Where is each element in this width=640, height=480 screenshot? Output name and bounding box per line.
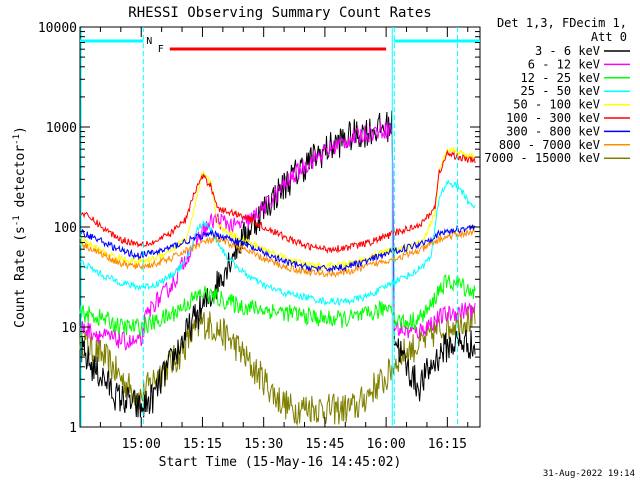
series-line-300-800-kev	[79, 224, 476, 273]
y-axis-label-sup1: -1	[12, 215, 22, 226]
x-tick-label: 15:00	[122, 437, 161, 452]
legend-label: 50 - 100 keV	[513, 98, 600, 112]
series-line-800-7000-kev	[79, 227, 476, 278]
x-tick-label: 16:15	[428, 437, 467, 452]
legend-header-line-2: Att 0	[591, 30, 627, 44]
night-label: N	[146, 36, 152, 47]
x-axis-label: Start Time (15-May-16 14:45:02)	[159, 455, 402, 470]
x-tick-label: 16:00	[367, 437, 406, 452]
legend-label: 6 - 12 keV	[528, 57, 600, 71]
y-tick-label: 1	[69, 421, 77, 436]
y-axis-label-sup2: -1	[12, 134, 22, 145]
series-line-7000-15000-kev	[79, 305, 476, 427]
legend-header-line-1: Det 1,3, FDecim 1,	[497, 16, 627, 30]
series-line-3-6-kev	[79, 110, 476, 418]
chart-title: RHESSI Observing Summary Count Rates	[128, 5, 431, 21]
legend-label: 100 - 300 keV	[506, 111, 600, 125]
y-axis-label: Count Rate (s-1 detector-1)	[12, 126, 28, 328]
y-axis-label-end: )	[13, 126, 28, 134]
axis-layer: 1 10 100 1000 10000 15:00 15:15 15:30 15:45 16:00…	[38, 21, 480, 452]
annotation-layer: NF	[80, 27, 480, 427]
legend-label: 7000 - 15000 keV	[484, 151, 600, 165]
legend-label: 300 - 800 keV	[506, 124, 600, 138]
flare-label: F	[158, 44, 164, 55]
y-tick-label: 10	[61, 321, 77, 336]
legend-label: 800 - 7000 keV	[499, 138, 600, 152]
y-axis-label-main: Count Rate (s	[13, 226, 28, 328]
series-line-25-50-kev	[79, 179, 476, 307]
series-line-100-300-kev	[79, 149, 476, 255]
x-tick-label: 15:45	[305, 437, 344, 452]
legend-label: 12 - 25 keV	[521, 71, 600, 85]
legend-label: 25 - 50 keV	[521, 84, 600, 98]
legend-label: 3 - 6 keV	[535, 44, 600, 58]
y-axis-label-mid: detector	[13, 145, 28, 216]
series-line-6-12-kev	[79, 121, 476, 351]
render-timestamp: 31-Aug-2022 19:14	[543, 469, 635, 479]
x-tick-label: 15:30	[244, 437, 283, 452]
y-tick-label: 1000	[46, 121, 77, 136]
x-tick-label: 15:15	[183, 437, 222, 452]
y-tick-label: 10000	[38, 21, 77, 36]
series-line-12-25-kev	[79, 274, 476, 337]
plot-frame	[79, 26, 481, 428]
series-layer	[79, 110, 476, 427]
y-tick-label: 100	[54, 221, 77, 236]
